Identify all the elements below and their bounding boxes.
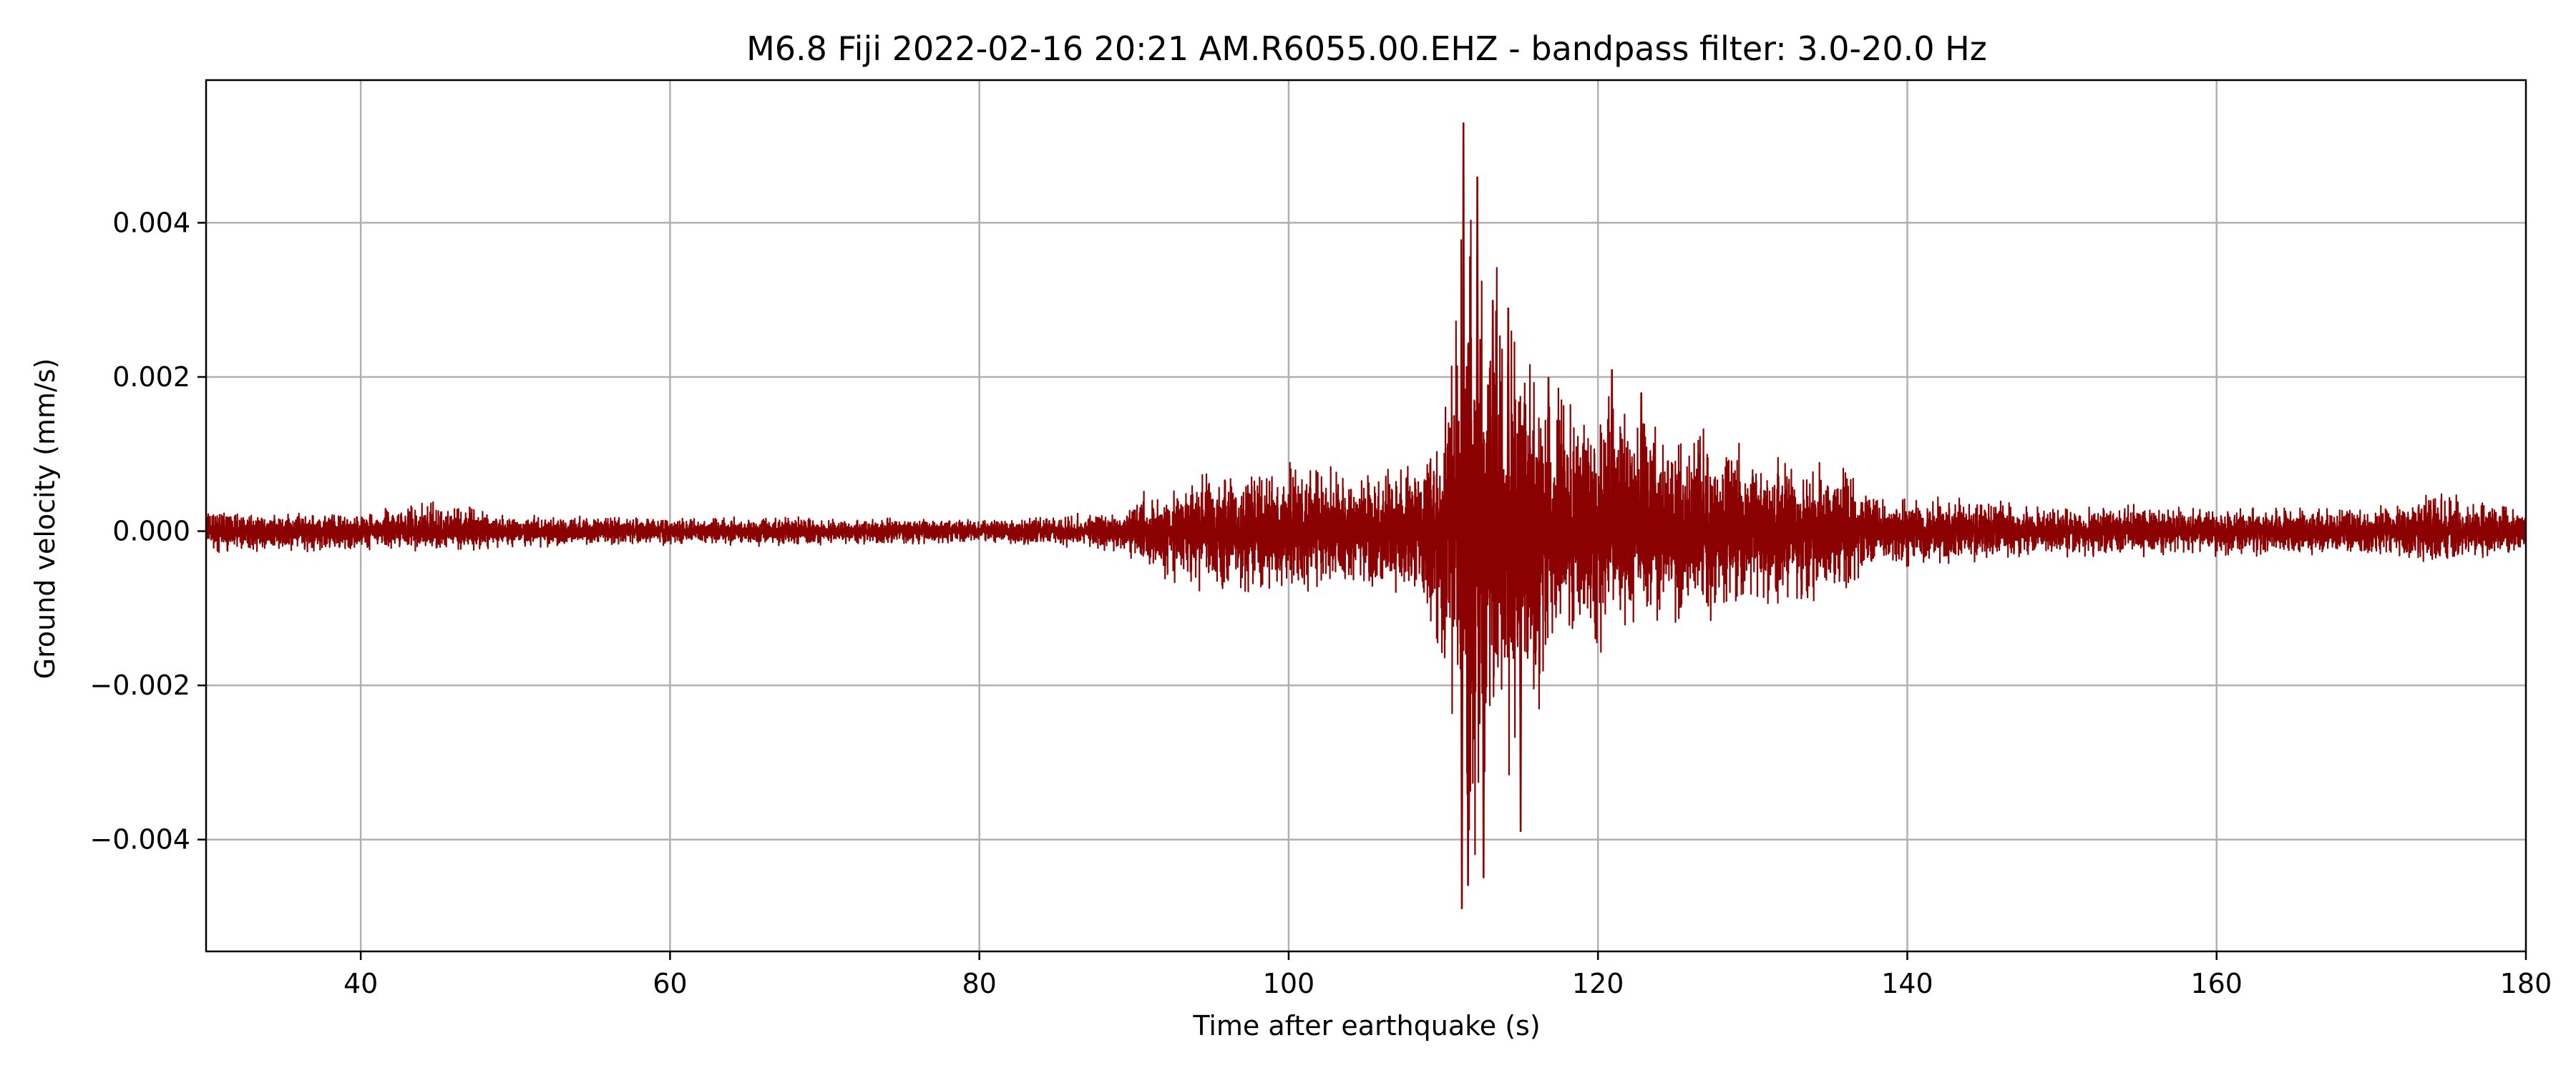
y-tick-label: 0.004 xyxy=(112,207,190,238)
x-tick-label: 140 xyxy=(1881,968,1933,999)
x-tick-label: 180 xyxy=(2500,968,2552,999)
y-tick-label: −0.002 xyxy=(89,670,190,701)
waveform-trace xyxy=(206,220,2526,856)
x-tick-label: 40 xyxy=(343,968,378,999)
y-axis-label: Ground velocity (mm/s) xyxy=(29,358,61,680)
axis-ticks: 40 60 80 100 120 140 160 180 −0.004 −0.002 0.000 0.… xyxy=(89,207,2552,999)
x-tick-label: 80 xyxy=(962,968,996,999)
plot-area xyxy=(206,122,2526,909)
x-tick-label: 160 xyxy=(2190,968,2243,999)
chart-title: M6.8 Fiji 2022-02-16 20:21 AM.R6055.00.E… xyxy=(746,29,1987,68)
plot-frame xyxy=(205,79,2527,953)
x-tick-label: 120 xyxy=(1572,968,1624,999)
x-tick-label: 60 xyxy=(653,968,687,999)
x-tick-label: 100 xyxy=(1263,968,1315,999)
waveform-peaks xyxy=(1460,122,1644,909)
y-tick-label: 0.002 xyxy=(112,361,190,393)
y-tick-label: −0.004 xyxy=(89,824,190,856)
x-axis-label: Time after earthquake (s) xyxy=(1192,1010,1540,1042)
y-tick-label: 0.000 xyxy=(112,516,190,547)
